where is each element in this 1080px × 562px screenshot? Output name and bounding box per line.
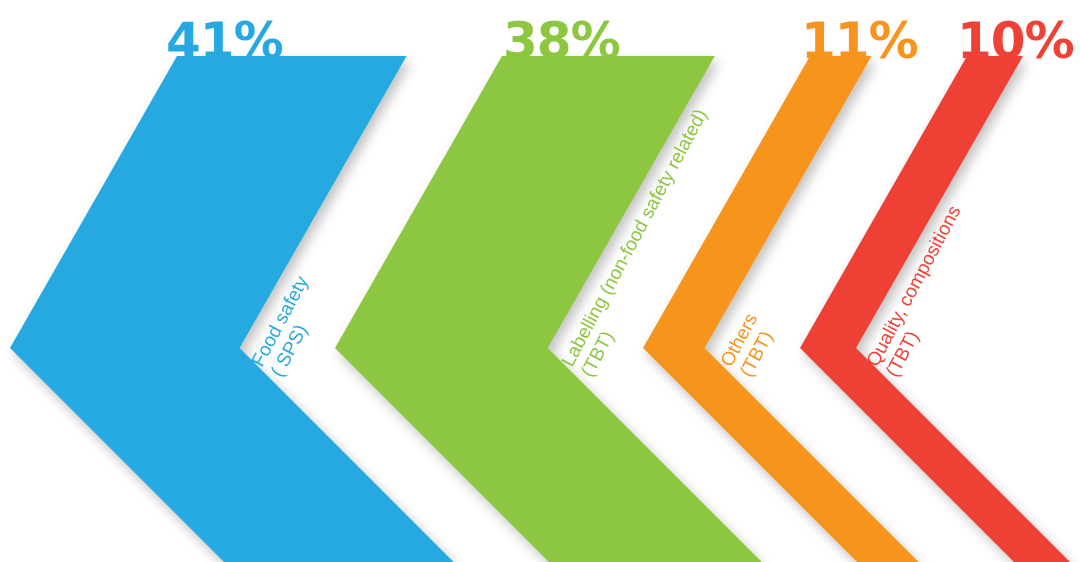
chevron-4 [800,56,1070,562]
percent-label-2: 38% [503,12,620,70]
percent-label-1: 41% [166,12,283,70]
chevron-1 [10,56,454,562]
chevron-3 [643,56,919,562]
chevron-marks [10,56,1070,562]
chevron-2 [335,56,762,562]
percent-labels: 41% 38% 11% 10% [166,12,1075,70]
percent-label-4: 10% [957,12,1074,70]
percent-label-3: 11% [801,12,918,70]
